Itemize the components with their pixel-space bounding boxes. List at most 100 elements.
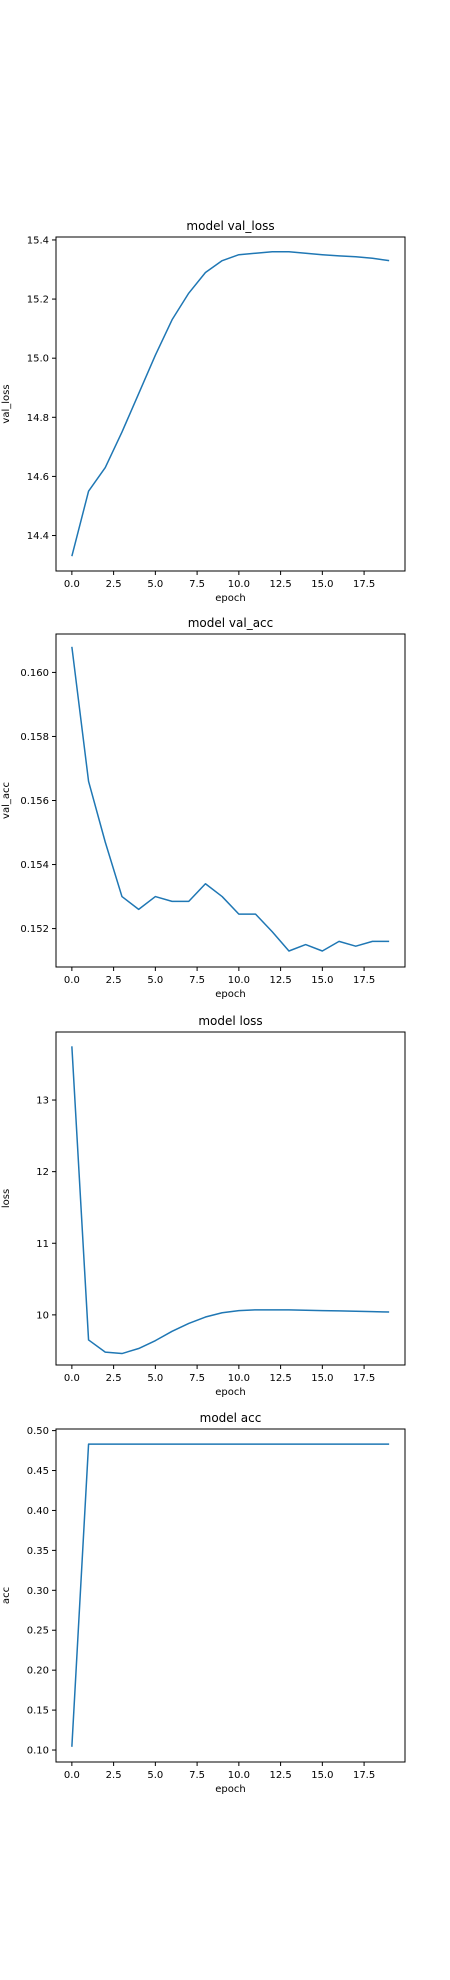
x-tick-label: 15.0 xyxy=(311,975,333,986)
data-point xyxy=(371,257,373,259)
x-tick-label: 5.0 xyxy=(147,579,163,590)
data-point xyxy=(371,1443,373,1445)
x-tick-label: 7.5 xyxy=(189,1770,205,1781)
data-point xyxy=(154,354,156,356)
y-tick-label: 0.25 xyxy=(27,1626,49,1637)
data-point xyxy=(88,1443,90,1445)
data-point xyxy=(321,254,323,256)
y-tick-label: 0.156 xyxy=(20,796,49,807)
data-point xyxy=(71,1045,73,1047)
data-point xyxy=(188,292,190,294)
data-point xyxy=(238,913,240,915)
x-tick-label: 7.5 xyxy=(189,1373,205,1384)
y-tick-label: 15.4 xyxy=(27,235,49,246)
x-tick-label: 10.0 xyxy=(228,975,250,986)
x-tick-label: 2.5 xyxy=(106,579,122,590)
plot-frame xyxy=(55,1031,406,1366)
data-point xyxy=(188,1443,190,1445)
y-tick-label: 0.50 xyxy=(27,1426,49,1437)
series-line xyxy=(71,646,390,952)
data-point xyxy=(204,1316,206,1318)
data-point xyxy=(238,1310,240,1312)
x-tick-label: 12.5 xyxy=(269,1373,291,1384)
plot-frame xyxy=(55,236,406,572)
y-tick-label: 0.30 xyxy=(27,1586,49,1597)
data-point xyxy=(321,1443,323,1445)
x-tick-label: 0.0 xyxy=(64,579,80,590)
data-point xyxy=(271,1443,273,1445)
data-point xyxy=(388,1443,390,1445)
data-point xyxy=(154,1340,156,1342)
x-tick-label: 10.0 xyxy=(228,1770,250,1781)
y-tick-label: 0.10 xyxy=(27,1746,49,1757)
x-tick-label: 15.0 xyxy=(311,579,333,590)
data-point xyxy=(138,908,140,910)
series-line xyxy=(71,1046,390,1355)
x-tick-label: 5.0 xyxy=(147,975,163,986)
x-tick-label: 5.0 xyxy=(147,1770,163,1781)
y-tick-label: 0.15 xyxy=(27,1706,49,1717)
data-point xyxy=(271,251,273,253)
data-point xyxy=(71,555,73,557)
y-tick-label: 14.4 xyxy=(27,531,49,542)
data-point xyxy=(154,896,156,898)
x-tick-label: 10.0 xyxy=(228,1373,250,1384)
data-point xyxy=(88,490,90,492)
data-point xyxy=(321,950,323,952)
data-point xyxy=(388,940,390,942)
y-tick-label: 0.45 xyxy=(27,1466,49,1477)
y-axis-label: loss xyxy=(1,1189,12,1208)
y-tick-label: 0.158 xyxy=(20,732,49,743)
chart-2: model val_acc 0.0 2.5 5.0 7.5 10.0 12.5 15.0 17.… xyxy=(1,616,406,1000)
data-point xyxy=(138,1443,140,1445)
x-tick-label: 15.0 xyxy=(311,1373,333,1384)
data-point xyxy=(338,1310,340,1312)
data-point xyxy=(104,467,106,469)
y-tick-label: 10 xyxy=(36,1310,49,1321)
data-point xyxy=(88,1339,90,1341)
x-tick-label: 12.5 xyxy=(269,975,291,986)
y-tick-label: 0.154 xyxy=(20,860,49,871)
data-point xyxy=(271,931,273,933)
y-tick-label: 15.2 xyxy=(27,295,49,306)
data-point xyxy=(221,896,223,898)
y-tick-label: 14.8 xyxy=(27,413,49,424)
data-point xyxy=(171,1443,173,1445)
data-point xyxy=(355,1310,357,1312)
x-tick-label: 7.5 xyxy=(189,975,205,986)
data-point xyxy=(121,896,123,898)
chart-title: model val_loss xyxy=(186,219,274,233)
x-tick-label: 17.5 xyxy=(353,579,375,590)
x-tick-label: 2.5 xyxy=(106,975,122,986)
y-axis-label: acc xyxy=(1,1587,12,1604)
x-tick-label: 17.5 xyxy=(353,1770,375,1781)
y-tick-label: 0.160 xyxy=(20,668,49,679)
x-axis-label: epoch xyxy=(215,1387,245,1398)
data-point xyxy=(355,1443,357,1445)
data-point xyxy=(204,271,206,273)
data-point xyxy=(388,260,390,262)
data-point xyxy=(204,1443,206,1445)
x-tick-label: 0.0 xyxy=(64,1770,80,1781)
data-point xyxy=(305,252,307,254)
data-point xyxy=(255,252,257,254)
y-axis-label: val_loss xyxy=(1,384,12,423)
data-point xyxy=(338,940,340,942)
data-point xyxy=(255,913,257,915)
data-point xyxy=(104,841,106,843)
x-axis-label: epoch xyxy=(215,989,245,1000)
chart-1: model val_loss 0.0 2.5 5.0 7.5 10.0 12.5 15.0 17… xyxy=(1,219,406,604)
y-tick-label: 0.20 xyxy=(27,1666,49,1677)
x-tick-label: 12.5 xyxy=(269,579,291,590)
y-tick-label: 0.152 xyxy=(20,924,49,935)
data-point xyxy=(171,319,173,321)
x-tick-label: 0.0 xyxy=(64,1373,80,1384)
series-line xyxy=(71,251,390,557)
data-point xyxy=(288,251,290,253)
data-point xyxy=(271,1309,273,1311)
data-point xyxy=(71,646,73,648)
data-point xyxy=(221,1312,223,1314)
data-point xyxy=(288,950,290,952)
x-tick-label: 10.0 xyxy=(228,579,250,590)
data-point xyxy=(104,1351,106,1353)
